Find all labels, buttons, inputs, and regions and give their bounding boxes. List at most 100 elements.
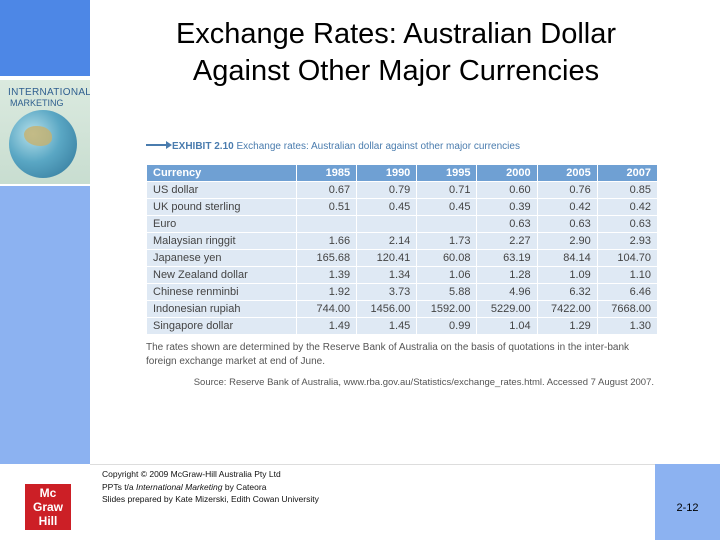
- rate-cell: 6.32: [536, 283, 598, 301]
- currency-name-cell: Indonesian rupiah: [146, 300, 297, 318]
- rate-cell: 0.76: [536, 181, 598, 199]
- rate-cell: 5229.00: [476, 300, 538, 318]
- footer-divider: [90, 464, 720, 465]
- table-row: Malaysian ringgit 1.66 2.14 1.73 2.27 2.90 2.9…: [146, 232, 659, 250]
- prepared-by-line: Slides prepared by Kate Mizerski, Edith …: [102, 494, 319, 504]
- rate-cell: 1.73: [416, 232, 478, 250]
- table-header-row: Currency 1985 1990 1995 2000 2005 2007: [146, 164, 659, 182]
- copyright-line: Copyright © 2009 McGraw-Hill Australia P…: [102, 469, 281, 479]
- column-header-year: 1985: [295, 164, 358, 182]
- logo-text-mc: Mc: [39, 486, 57, 500]
- exhibit-caption: Exchange rates: Australian dollar agains…: [236, 141, 520, 152]
- rate-cell: 2.90: [536, 232, 598, 250]
- rate-cell: 0.42: [536, 198, 598, 216]
- rate-cell: 6.46: [596, 283, 659, 301]
- table-row: Chinese renminbi 1.92 3.73 5.88 4.96 6.32 6.46: [146, 283, 659, 301]
- rate-cell: 1.39: [295, 266, 358, 284]
- left-accent-bar-top: [0, 0, 90, 76]
- column-header-year: 1990: [356, 164, 418, 182]
- rate-cell: 165.68: [295, 249, 358, 267]
- currency-name-cell: Japanese yen: [146, 249, 297, 267]
- rate-cell: [356, 215, 418, 233]
- rate-cell: 104.70: [596, 249, 659, 267]
- currency-name-cell: UK pound sterling: [146, 198, 297, 216]
- rate-cell: 0.71: [416, 181, 478, 199]
- rate-cell: 0.39: [476, 198, 538, 216]
- rate-cell: [416, 215, 478, 233]
- table-row: Singapore dollar 1.49 1.45 0.99 1.04 1.29 1.30: [146, 317, 659, 335]
- currency-name-cell: Euro: [146, 215, 297, 233]
- rate-cell: 1.10: [596, 266, 659, 284]
- slide-credits: Copyright © 2009 McGraw-Hill Australia P…: [102, 468, 319, 506]
- ppt-suffix: by Cateora: [222, 481, 267, 492]
- rate-cell: 1.45: [356, 317, 418, 335]
- book-cover-image: INTERNATIONAL MARKETING: [0, 80, 90, 184]
- rate-cell: 1.28: [476, 266, 538, 284]
- currency-name-cell: Singapore dollar: [146, 317, 297, 335]
- table-row: New Zealand dollar 1.39 1.34 1.06 1.28 1.09 1.…: [146, 266, 659, 284]
- table-note: The rates shown are determined by the Re…: [146, 342, 630, 367]
- rate-cell: 0.85: [596, 181, 659, 199]
- rate-cell: 1.09: [536, 266, 598, 284]
- ppt-prefix: PPTs t/a: [102, 481, 137, 492]
- rate-cell: 0.79: [356, 181, 418, 199]
- page-number-panel: [655, 464, 720, 540]
- rate-cell: 0.51: [295, 198, 358, 216]
- exchange-rate-table: Currency 1985 1990 1995 2000 2005 2007 US doll…: [146, 164, 659, 335]
- rate-cell: 0.67: [295, 181, 358, 199]
- rate-cell: 4.96: [476, 283, 538, 301]
- left-accent-bar-bottom: [0, 186, 90, 464]
- rate-cell: 3.73: [356, 283, 418, 301]
- rate-cell: 1.92: [295, 283, 358, 301]
- rate-cell: 0.45: [416, 198, 478, 216]
- rate-cell: 5.88: [416, 283, 478, 301]
- mcgraw-hill-logo: Mc Graw Hill: [25, 484, 71, 530]
- rate-cell: 7422.00: [536, 300, 598, 318]
- ppt-line: PPTs t/a International Marketing by Cate…: [102, 481, 319, 494]
- rate-cell: 2.93: [596, 232, 659, 250]
- logo-text-graw: Graw: [32, 500, 63, 514]
- ppt-book-title: International Marketing: [136, 481, 223, 492]
- rate-cell: 0.63: [596, 215, 659, 233]
- page-number: 2-12: [676, 502, 699, 514]
- book-title-line1: INTERNATIONAL: [8, 87, 90, 98]
- rate-cell: 0.42: [596, 198, 659, 216]
- rate-cell: 1.06: [416, 266, 478, 284]
- rate-cell: 744.00: [295, 300, 358, 318]
- continent-shape: [24, 126, 52, 146]
- rate-cell: 84.14: [536, 249, 598, 267]
- logo-text-hill: Hill: [38, 514, 58, 528]
- column-header-currency: Currency: [146, 164, 297, 182]
- currency-name-cell: Malaysian ringgit: [146, 232, 297, 250]
- rate-cell: 7668.00: [596, 300, 659, 318]
- currency-name-cell: US dollar: [146, 181, 297, 199]
- rate-cell: 1592.00: [416, 300, 478, 318]
- rate-cell: 0.99: [416, 317, 478, 335]
- slide-title-line2: Against Other Major Currencies: [192, 55, 600, 87]
- currency-name-cell: New Zealand dollar: [146, 266, 297, 284]
- rate-cell: 0.60: [476, 181, 538, 199]
- exhibit-label: EXHIBIT 2.10: [172, 141, 234, 152]
- rate-cell: 1.29: [536, 317, 598, 335]
- rate-cell: 1.34: [356, 266, 418, 284]
- rate-cell: [295, 215, 358, 233]
- rate-cell: 1.04: [476, 317, 538, 335]
- rate-cell: 0.45: [356, 198, 418, 216]
- book-title-line2: MARKETING: [10, 98, 64, 108]
- rate-cell: 0.63: [536, 215, 598, 233]
- slide-title-line1: Exchange Rates: Australian Dollar: [175, 18, 617, 50]
- rate-cell: 1456.00: [356, 300, 418, 318]
- table-row: Japanese yen 165.68 120.41 60.08 63.19 84.14 1…: [146, 249, 659, 267]
- rate-cell: 60.08: [416, 249, 478, 267]
- rate-cell: 2.27: [476, 232, 538, 250]
- arrow-icon: [146, 141, 172, 149]
- rate-cell: 63.19: [476, 249, 538, 267]
- table-source: Source: Reserve Bank of Australia, www.r…: [193, 377, 654, 388]
- column-header-year: 2007: [596, 164, 659, 182]
- table-row: Indonesian rupiah 744.00 1456.00 1592.00 522…: [146, 300, 659, 318]
- rate-cell: 0.63: [476, 215, 538, 233]
- rate-cell: 2.14: [356, 232, 418, 250]
- rate-cell: 120.41: [356, 249, 418, 267]
- rate-cell: 1.66: [295, 232, 358, 250]
- table-row: US dollar 0.67 0.79 0.71 0.60 0.76 0.85: [146, 181, 659, 199]
